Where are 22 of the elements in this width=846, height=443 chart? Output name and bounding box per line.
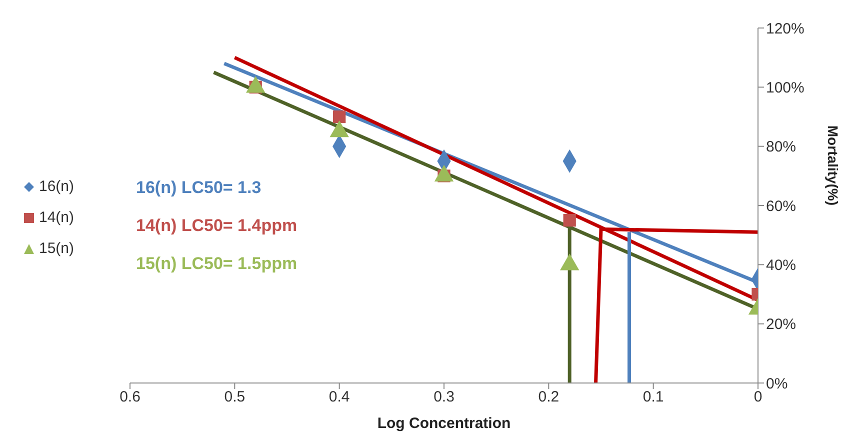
y-tick-label: 40%: [766, 256, 796, 274]
y-tick-label: 120%: [766, 20, 804, 38]
annotation: 14(n) LC50= 1.4ppm: [136, 216, 298, 236]
x-tick-label: 0: [754, 388, 762, 406]
legend-label: 14(n): [39, 209, 74, 226]
x-tick-label: 0.5: [224, 388, 246, 406]
y-tick-label: 80%: [766, 138, 796, 156]
x-tick-label: 0.1: [642, 388, 664, 406]
x-tick-label: 0.3: [434, 388, 454, 406]
x-axis-title: Log Concentration: [377, 415, 511, 432]
y-tick-label: 100%: [766, 79, 804, 96]
annotation: 15(n) LC50= 1.5ppm: [136, 254, 298, 274]
x-tick-label: 0.4: [328, 388, 350, 406]
x-tick-label: 0.6: [120, 388, 140, 406]
y-tick-label: 0%: [766, 375, 788, 392]
legend-label: 15(n): [39, 240, 74, 257]
y-axis-title: Mortality(%): [825, 125, 842, 206]
annotation: 16(n) LC50= 1.3: [136, 178, 262, 198]
y-tick-label: 20%: [766, 316, 796, 334]
legend-label: 16(n): [39, 178, 74, 195]
x-tick-label: 0.2: [538, 388, 560, 406]
y-tick-label: 60%: [766, 198, 796, 215]
